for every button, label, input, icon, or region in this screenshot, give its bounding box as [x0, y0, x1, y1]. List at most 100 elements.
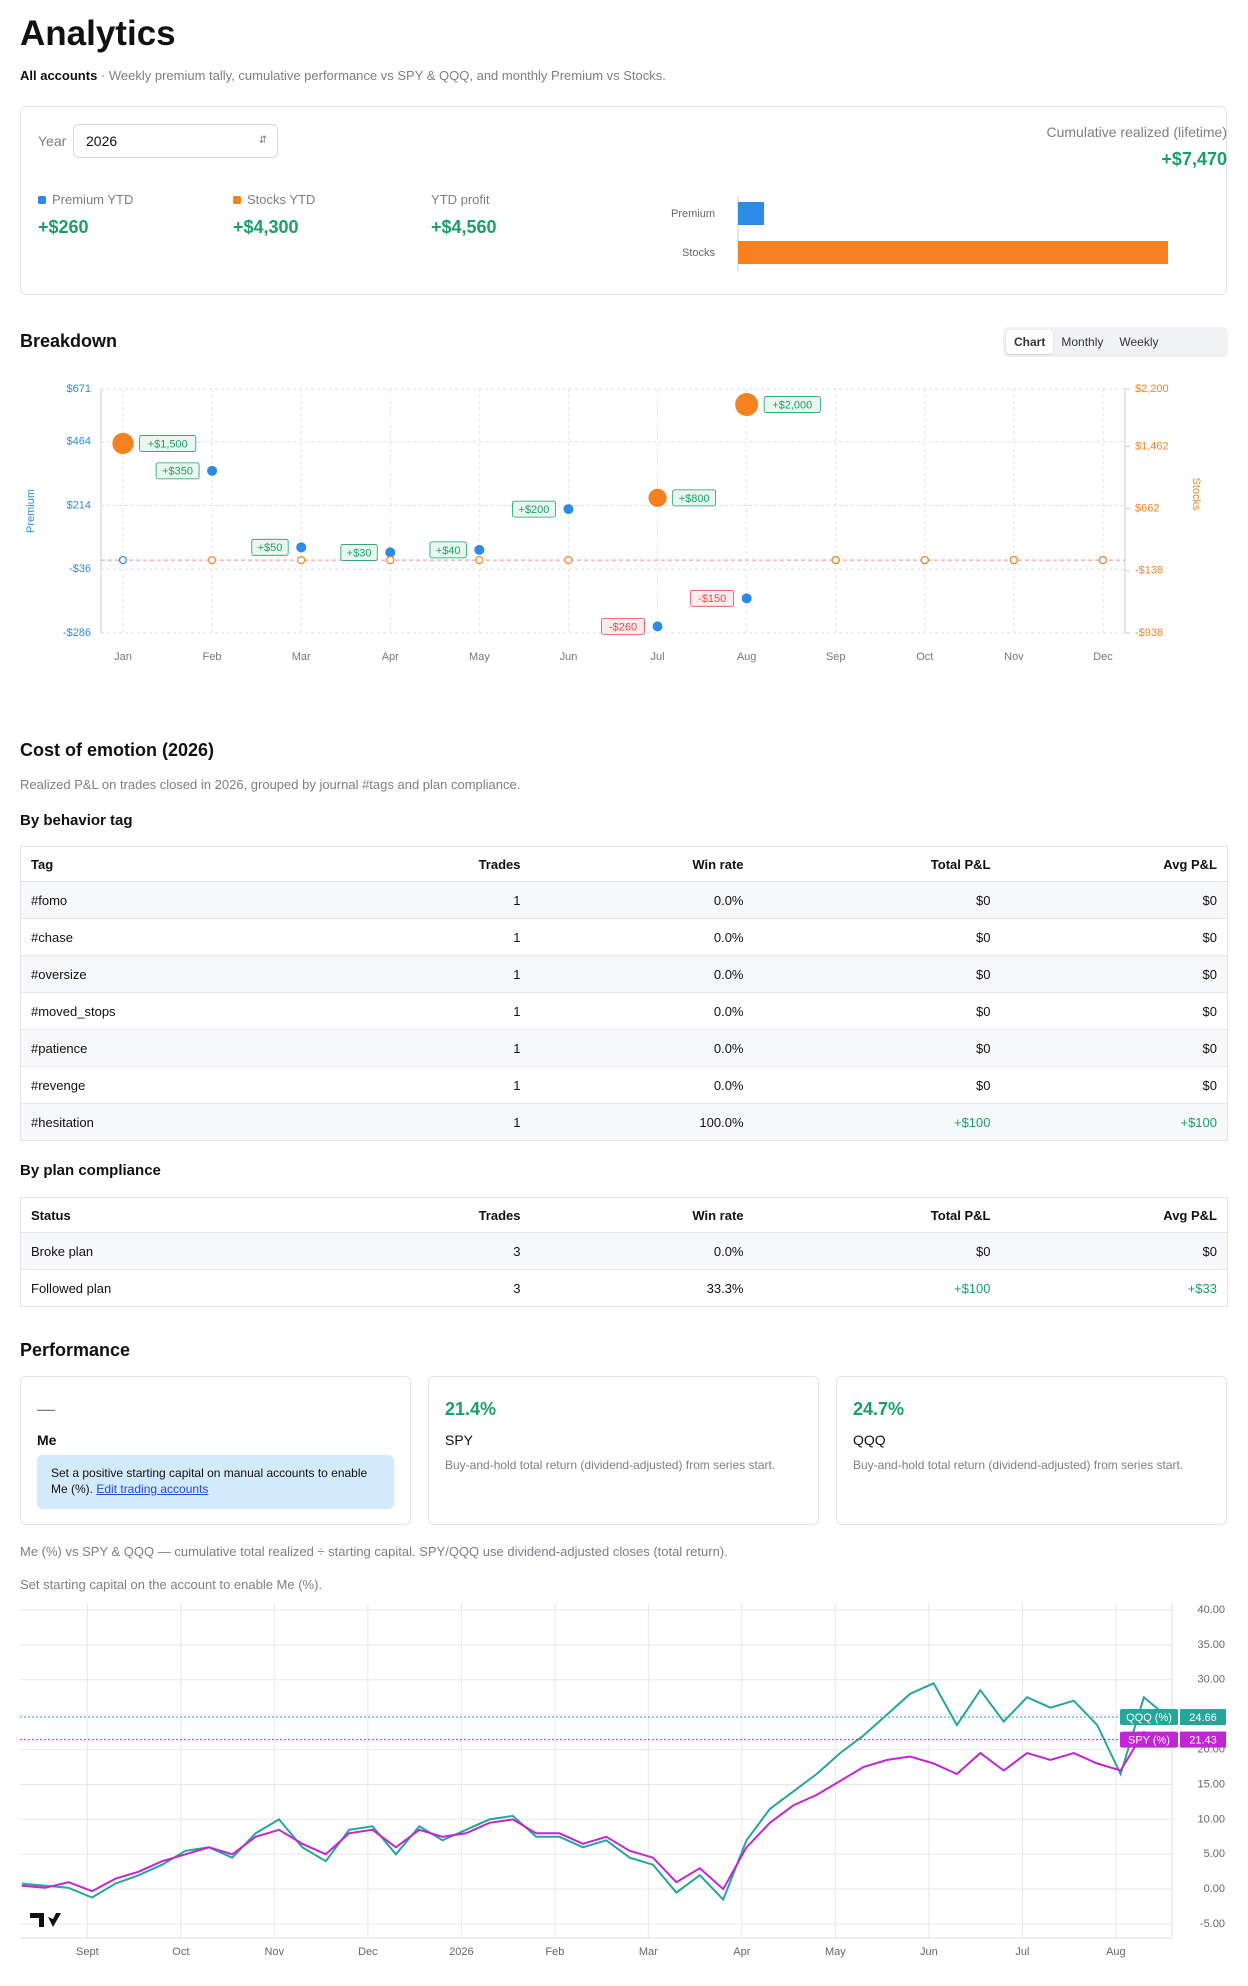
x-tick-label: 2026	[449, 1946, 473, 1958]
table-row: #oversize 1 0.0% $0 $0	[20, 955, 1228, 993]
spy-value: 21.4%	[445, 1399, 497, 1419]
table-cell: #moved_stops	[20, 992, 301, 1030]
spy-card: 21.4% SPY Buy-and-hold total return (div…	[428, 1376, 819, 1525]
edit-accounts-link[interactable]: Edit trading accounts	[96, 1482, 209, 1496]
cumulative-value: +$7,470	[1161, 149, 1227, 169]
table-cell: 0.0%	[530, 1029, 754, 1067]
point	[474, 544, 485, 555]
y-tick-label: 0.00	[1204, 1883, 1225, 1895]
y-tick-label: -$36	[69, 563, 91, 575]
table-cell: 100.0%	[530, 1103, 754, 1141]
value-label: +$200	[519, 504, 550, 516]
value-label-box	[763, 396, 821, 413]
x-tick-label: Apr	[733, 1946, 750, 1958]
x-tick-label: Jul	[651, 651, 665, 663]
column-header: Trades	[300, 846, 531, 882]
table-cell: 1	[300, 881, 531, 919]
me-card: — Me Set a positive starting capital on …	[20, 1376, 411, 1525]
series-line	[21, 1730, 1168, 1893]
point	[112, 432, 134, 455]
series-line	[21, 1682, 1168, 1902]
table-cell: $0	[753, 1029, 1001, 1067]
cumulative-label: Cumulative realized (lifetime)	[1046, 124, 1227, 140]
point	[563, 504, 574, 515]
chart-logo	[30, 1913, 61, 1927]
y2-tick-label: $662	[1135, 502, 1159, 514]
spy-name: SPY	[445, 1432, 474, 1448]
y2-tick-label: $2,200	[1135, 383, 1169, 395]
select-chevron: ⇵	[258, 135, 267, 146]
performance-title: Performance	[20, 1340, 131, 1360]
qqq-name: QQQ	[853, 1432, 886, 1448]
stat-value: +$4,300	[233, 217, 299, 237]
value-label-box	[340, 544, 378, 561]
table-cell: $0	[1000, 992, 1228, 1030]
value-label-box	[512, 500, 556, 518]
header-row: Tag Trades Win rate Total P&L Avg P&L	[20, 846, 1228, 882]
me-name: Me	[37, 1432, 57, 1448]
y-tick-label: $671	[67, 383, 91, 395]
value-label: +$50	[258, 542, 283, 554]
column-header: Status	[20, 1197, 301, 1233]
year-label: Year	[38, 133, 67, 149]
table-cell: 1	[300, 992, 531, 1030]
emotion-description: Realized P&L on trades closed in 2026, g…	[20, 777, 521, 792]
series-badge-label: SPY (%)	[1128, 1734, 1170, 1746]
table-row: #moved_stops 1 0.0% $0 $0	[20, 992, 1228, 1030]
table-cell: 1	[300, 955, 531, 993]
table-cell: $0	[1000, 955, 1228, 993]
column-header: Total P&L	[753, 846, 1001, 882]
table-cell: 3	[300, 1269, 531, 1307]
column-header: Tag	[20, 846, 301, 882]
y2-tick-label: -$138	[1135, 565, 1163, 577]
point-zero	[1098, 555, 1108, 565]
stat-label: YTD profit	[431, 192, 490, 207]
performance-chart: -5.000.005.0010.0015.0020.0025.0030.0035…	[20, 1603, 1226, 1958]
table-cell: #hesitation	[20, 1103, 301, 1141]
table-cell: +$100	[753, 1103, 1001, 1141]
value-label-box	[690, 589, 735, 607]
y2-tick-label: -$938	[1135, 627, 1163, 639]
series-badge	[1120, 1731, 1178, 1748]
spy-description: Buy-and-hold total return (dividend-adju…	[445, 1458, 776, 1472]
x-tick-label: Sep	[826, 651, 846, 663]
x-tick-label: May	[469, 651, 490, 663]
table-row: #hesitation 1 100.0% +$100 +$100	[20, 1103, 1228, 1141]
table-cell: 1	[300, 1066, 531, 1104]
point	[735, 393, 759, 417]
table-cell: 0.0%	[530, 881, 754, 919]
stat-swatch	[38, 196, 46, 204]
table-cell: #fomo	[20, 881, 301, 919]
last-value-label: 24.66	[1189, 1712, 1217, 1724]
point-zero	[920, 555, 929, 565]
table-cell: $0	[753, 1066, 1001, 1104]
column-header: Avg P&L	[1000, 1197, 1228, 1233]
page-title: Analytics	[20, 14, 176, 53]
notice-text: Set a positive starting capital on manua…	[51, 1466, 368, 1496]
x-tick-label: Oct	[172, 1946, 189, 1958]
value-label-box	[139, 435, 197, 452]
table-row: #fomo 1 0.0% $0 $0	[20, 881, 1228, 919]
point-zero	[1009, 555, 1019, 565]
table-cell: $0	[1000, 1232, 1228, 1270]
stat-label: Premium YTD	[38, 192, 133, 207]
series-badge	[1120, 1709, 1178, 1726]
view-tab[interactable]: Monthly	[1061, 335, 1104, 349]
year-select[interactable]: 2026 ⇵	[73, 124, 278, 158]
point-zero	[297, 555, 306, 565]
emotion-title: Cost of emotion (2026)	[20, 740, 215, 760]
x-tick-label: Aug	[737, 651, 757, 663]
table-row: Broke plan 3 0.0% $0 $0	[20, 1232, 1228, 1270]
table-wrap: Status Trades Win rate Total P&L Avg P&L Brok…	[20, 1197, 1228, 1307]
x-tick-label: Mar	[639, 1946, 658, 1958]
breakdown-chart: -$286 -$36 $214 $464 $671 -$938 -$138 $662 $1,46…	[25, 383, 1202, 663]
table-cell: +$100	[753, 1269, 1001, 1307]
view-tab[interactable]: Chart	[1006, 330, 1054, 354]
table-row: #patience 1 0.0% $0 $0	[20, 1029, 1228, 1067]
value-label: +$2,000	[772, 399, 812, 411]
view-tab[interactable]: Weekly	[1119, 335, 1159, 349]
x-tick-label: Oct	[916, 651, 933, 663]
point-zero	[564, 555, 573, 565]
notice: Set a positive starting capital on manua…	[37, 1455, 394, 1509]
value-label: +$30	[347, 547, 372, 559]
